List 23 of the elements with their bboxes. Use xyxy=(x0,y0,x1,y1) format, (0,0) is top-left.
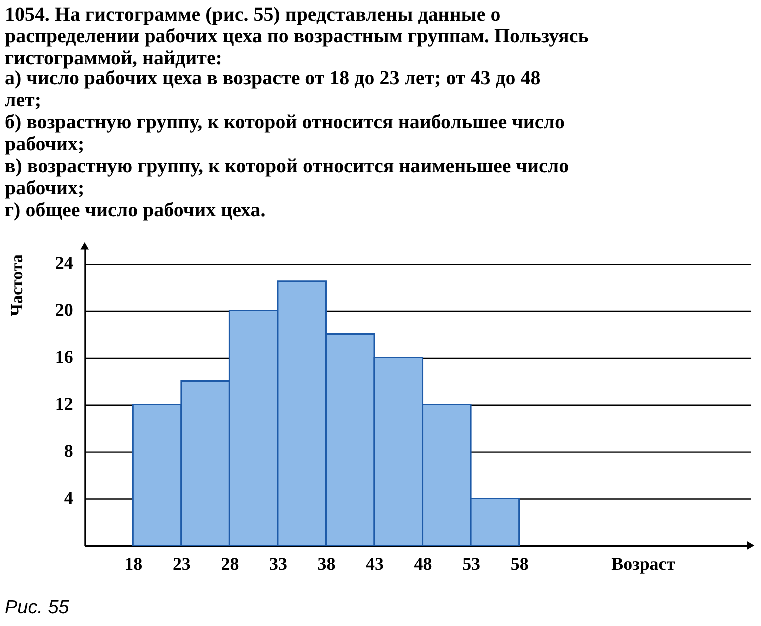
text: г) общее число рабочих цеха. xyxy=(4,200,266,222)
x-tick-label: 33 xyxy=(269,554,288,574)
x-tick-label: 48 xyxy=(414,554,432,574)
y-axis-title: Частота xyxy=(7,254,26,316)
y-tick-label: 12 xyxy=(55,394,74,414)
x-tick-label: 28 xyxy=(221,554,240,574)
y-tick-label: 8 xyxy=(64,441,74,462)
y-tick-label: 16 xyxy=(55,347,74,368)
chart-title: 1054. На гистограмме (рис. 55) представлены данные о распределении рабочих цеха по возрастным группам. Пользуясь гистограммой, найдите: xyxy=(4,4,590,70)
x-tick-label: 38 xyxy=(318,554,336,574)
x-tick-label: 18 xyxy=(124,554,143,574)
text: Рис. 55 xyxy=(4,598,70,619)
y-tick-label: 4 xyxy=(64,488,74,508)
x-tick-label: 43 xyxy=(366,554,384,574)
y-tick-label: 20 xyxy=(55,300,74,320)
text: а) число рабочих цеха в возрасте от 18 до 23 лет; от 43 до 48 лет; xyxy=(4,68,541,112)
text: б) возрастную группу, к которой относится наибольшее число рабочих; xyxy=(4,112,565,156)
x-axis-title: Возраст xyxy=(612,554,676,574)
x-tick-label: 53 xyxy=(462,554,481,574)
x-tick-label: 23 xyxy=(172,554,191,574)
y-tick-label: 24 xyxy=(55,253,74,274)
x-tick-label: 58 xyxy=(510,554,529,574)
text: в) возрастную группу, к которой относится наименьшее число рабочих; xyxy=(4,156,570,200)
